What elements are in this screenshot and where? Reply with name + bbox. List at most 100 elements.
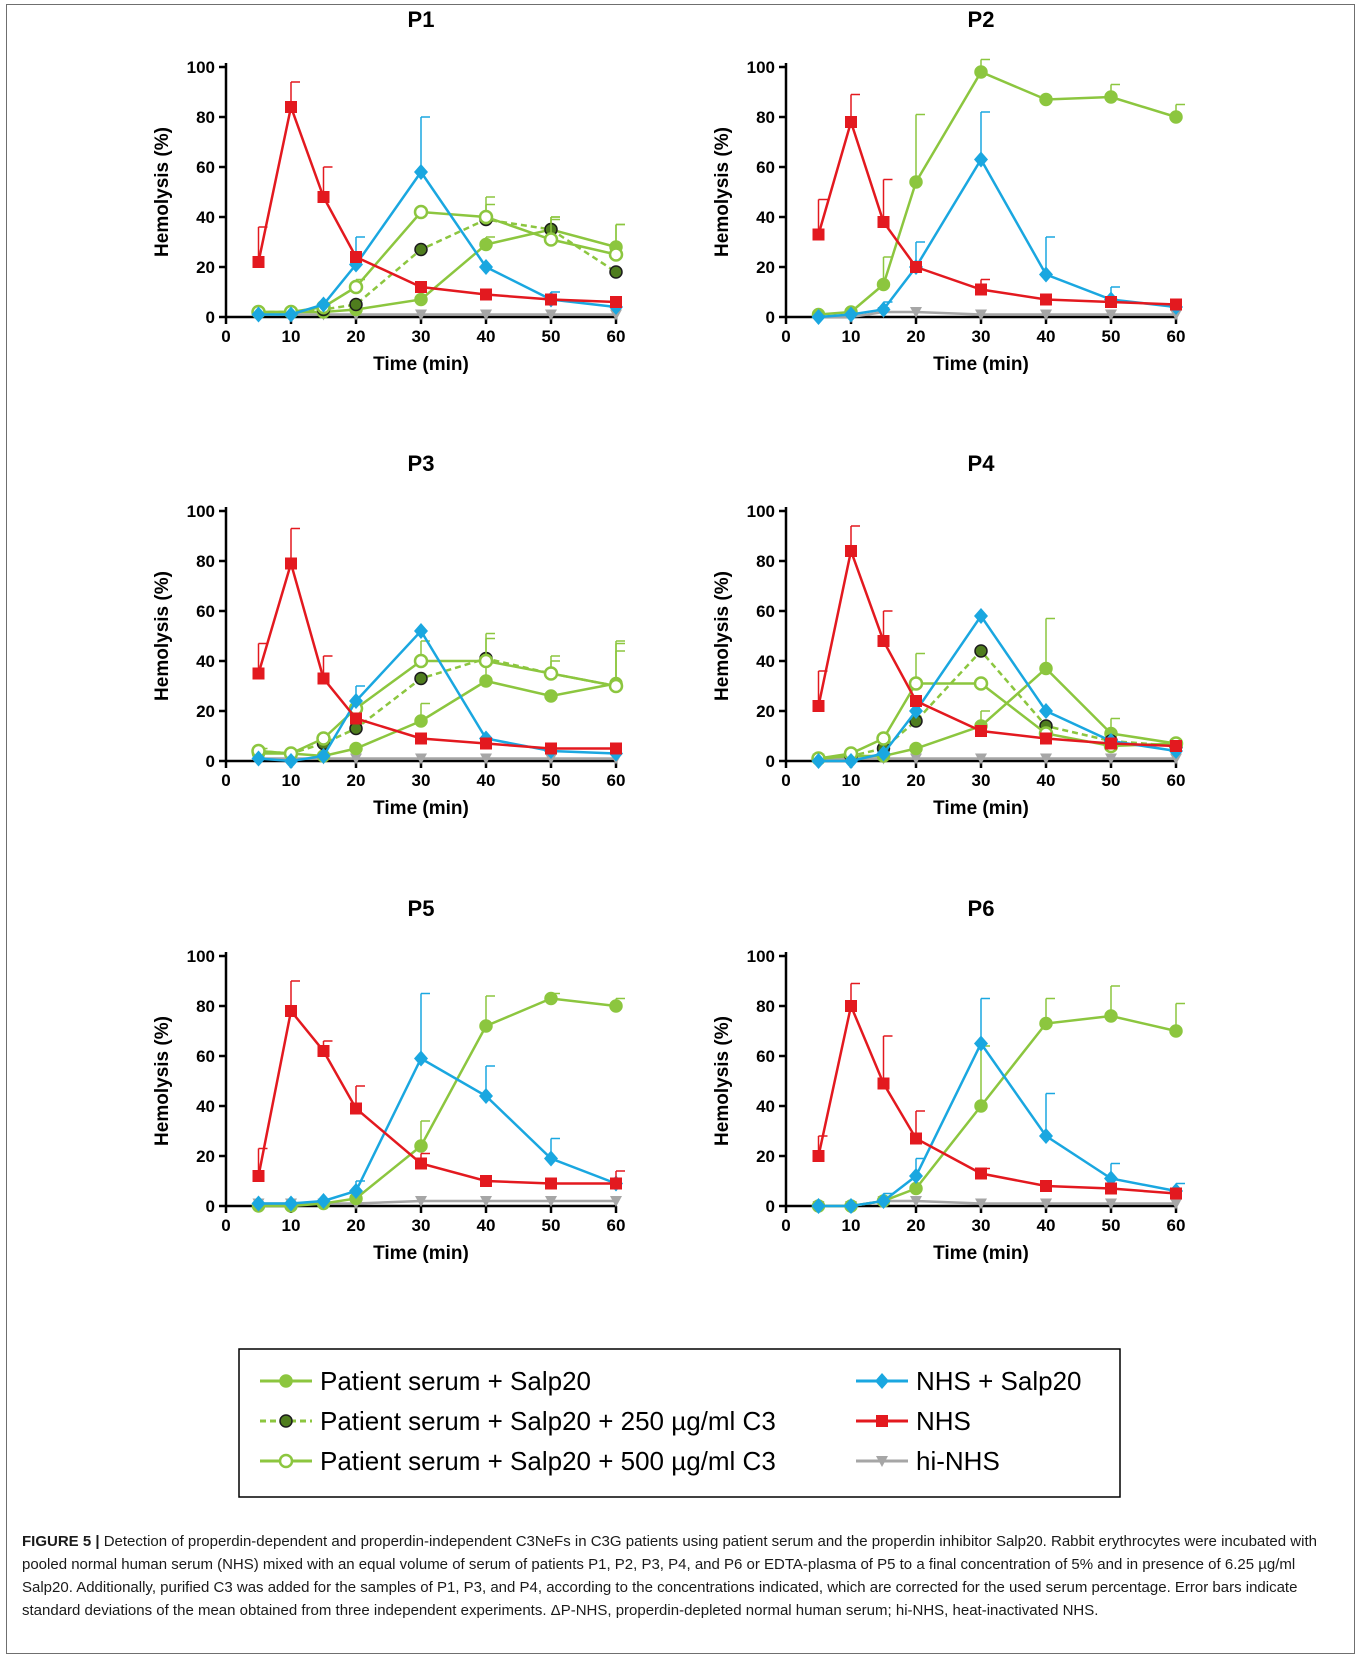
- y-axis-label: Hemolysis (%): [712, 127, 733, 257]
- data-point: [1105, 1198, 1117, 1210]
- y-tick-label: 40: [196, 652, 215, 671]
- y-axis-label: Hemolysis (%): [152, 1016, 173, 1146]
- x-tick-label: 40: [477, 327, 496, 346]
- data-point: [349, 1183, 363, 1199]
- chart-title: P1: [408, 7, 435, 32]
- data-point: [543, 232, 559, 247]
- legend-item-c500: Patient serum + Salp20 + 500 µg/ml C3: [260, 1446, 776, 1476]
- y-tick-label: 40: [756, 208, 775, 227]
- data-point: [1039, 92, 1053, 107]
- caption-text: Detection of properdin-dependent and pro…: [22, 1533, 1317, 1619]
- data-point: [1105, 296, 1117, 308]
- legend-box: [238, 1348, 1121, 1498]
- series-c250: [251, 637, 625, 761]
- data-point: [251, 1195, 266, 1212]
- data-point: [812, 700, 825, 712]
- legend-marker: [875, 1373, 889, 1389]
- data-point: [1170, 1198, 1182, 1210]
- data-point: [908, 676, 924, 691]
- x-tick-label: 40: [1037, 1216, 1056, 1235]
- y-tick-label: 20: [756, 702, 775, 721]
- data-point: [479, 1088, 493, 1104]
- data-point: [910, 753, 922, 765]
- x-tick-label: 60: [1167, 327, 1186, 346]
- legend-marker: [876, 1415, 888, 1427]
- x-tick-label: 50: [1102, 771, 1121, 790]
- data-point: [479, 674, 493, 688]
- series-line: [258, 657, 617, 755]
- data-point: [975, 309, 987, 321]
- data-point: [415, 281, 427, 293]
- x-tick-label: 10: [282, 327, 301, 346]
- y-tick-label: 60: [196, 158, 215, 177]
- data-point: [478, 209, 494, 225]
- data-point: [1039, 266, 1053, 283]
- legend-label: Patient serum + Salp20: [320, 1366, 591, 1396]
- data-point: [480, 288, 492, 301]
- x-axis-label: Time (min): [933, 798, 1029, 819]
- x-tick-label: 30: [972, 327, 991, 346]
- data-point: [285, 557, 297, 570]
- y-tick-label: 80: [196, 552, 215, 571]
- y-tick-label: 60: [756, 602, 775, 621]
- data-point: [316, 731, 331, 746]
- series-nhs: [812, 525, 1182, 752]
- data-point: [316, 1193, 331, 1209]
- data-point: [609, 265, 623, 279]
- data-point: [479, 237, 493, 252]
- data-point: [349, 741, 363, 756]
- data-point: [350, 753, 362, 765]
- data-point: [609, 999, 623, 1013]
- data-point: [974, 608, 988, 624]
- data-point: [1039, 661, 1053, 676]
- data-point: [414, 623, 428, 639]
- data-point: [975, 753, 987, 765]
- chart-title: P6: [968, 896, 995, 921]
- data-point: [1039, 1128, 1053, 1144]
- data-point: [480, 309, 492, 321]
- data-point: [877, 1077, 890, 1090]
- x-tick-label: 20: [907, 1216, 926, 1235]
- data-point: [1040, 732, 1052, 745]
- data-point: [414, 242, 428, 257]
- data-point: [876, 301, 891, 318]
- legend-item-nhs: NHS: [856, 1406, 971, 1436]
- series-c500: [811, 652, 1184, 766]
- y-tick-label: 40: [756, 1097, 775, 1116]
- data-point: [974, 151, 988, 168]
- data-point: [545, 1177, 557, 1190]
- x-tick-label: 40: [1037, 327, 1056, 346]
- data-point: [1104, 90, 1118, 104]
- data-point: [251, 306, 266, 323]
- x-tick-label: 60: [607, 1216, 626, 1235]
- y-tick-label: 60: [196, 1047, 215, 1066]
- y-axis-label: Hemolysis (%): [152, 571, 173, 701]
- series-line: [257, 558, 616, 750]
- data-point: [975, 725, 987, 737]
- y-tick-label: 0: [766, 1197, 775, 1216]
- y-tick-label: 20: [196, 258, 215, 277]
- x-tick-label: 30: [972, 1216, 991, 1235]
- legend-item-hi: hi-NHS: [856, 1446, 1000, 1476]
- data-point: [910, 1196, 922, 1207]
- series-nhs_salp: [811, 997, 1185, 1214]
- data-point: [811, 1198, 826, 1214]
- data-point: [610, 1177, 622, 1190]
- series-line: [258, 1056, 617, 1205]
- data-point: [1040, 293, 1052, 306]
- y-tick-label: 80: [756, 997, 775, 1016]
- legend-label: hi-NHS: [916, 1446, 1000, 1476]
- legend-marker: [279, 1374, 293, 1388]
- data-point: [844, 1198, 858, 1214]
- legend-label: NHS: [916, 1406, 971, 1436]
- legend-marker: [278, 1453, 294, 1469]
- series-nhs: [252, 527, 622, 755]
- y-tick-label: 40: [196, 208, 215, 227]
- data-point: [545, 742, 557, 755]
- legend-label: Patient serum + Salp20 + 250 µg/ml C3: [320, 1406, 776, 1436]
- data-point: [1104, 1009, 1118, 1023]
- data-point: [909, 741, 923, 756]
- y-tick-label: 100: [187, 947, 215, 966]
- data-point: [414, 1139, 428, 1153]
